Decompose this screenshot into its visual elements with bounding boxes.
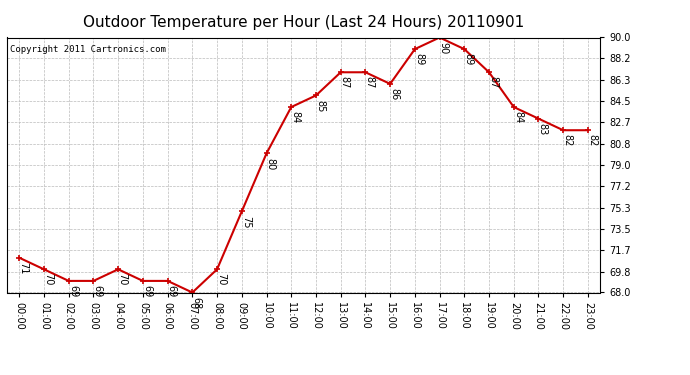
Text: 87: 87 — [489, 76, 498, 89]
Text: 89: 89 — [464, 53, 473, 66]
Text: 85: 85 — [315, 100, 325, 112]
Text: 70: 70 — [216, 273, 226, 286]
Text: 86: 86 — [389, 88, 400, 100]
Text: 82: 82 — [587, 134, 597, 147]
Text: 71: 71 — [19, 262, 28, 274]
Text: 80: 80 — [266, 158, 276, 170]
Text: Copyright 2011 Cartronics.com: Copyright 2011 Cartronics.com — [10, 45, 166, 54]
Text: 87: 87 — [364, 76, 375, 89]
Text: 83: 83 — [538, 123, 548, 135]
Text: 69: 69 — [142, 285, 152, 297]
Text: 75: 75 — [241, 216, 251, 228]
Text: 84: 84 — [513, 111, 523, 123]
Text: 89: 89 — [414, 53, 424, 66]
Text: 70: 70 — [43, 273, 53, 286]
Text: 90: 90 — [439, 42, 449, 54]
Text: 69: 69 — [92, 285, 103, 297]
Text: 82: 82 — [562, 134, 573, 147]
Text: 69: 69 — [167, 285, 177, 297]
Text: Outdoor Temperature per Hour (Last 24 Hours) 20110901: Outdoor Temperature per Hour (Last 24 Ho… — [83, 15, 524, 30]
Text: 84: 84 — [290, 111, 300, 123]
Text: 69: 69 — [68, 285, 78, 297]
Text: 70: 70 — [117, 273, 128, 286]
Text: 68: 68 — [192, 297, 201, 309]
Text: 87: 87 — [340, 76, 350, 89]
